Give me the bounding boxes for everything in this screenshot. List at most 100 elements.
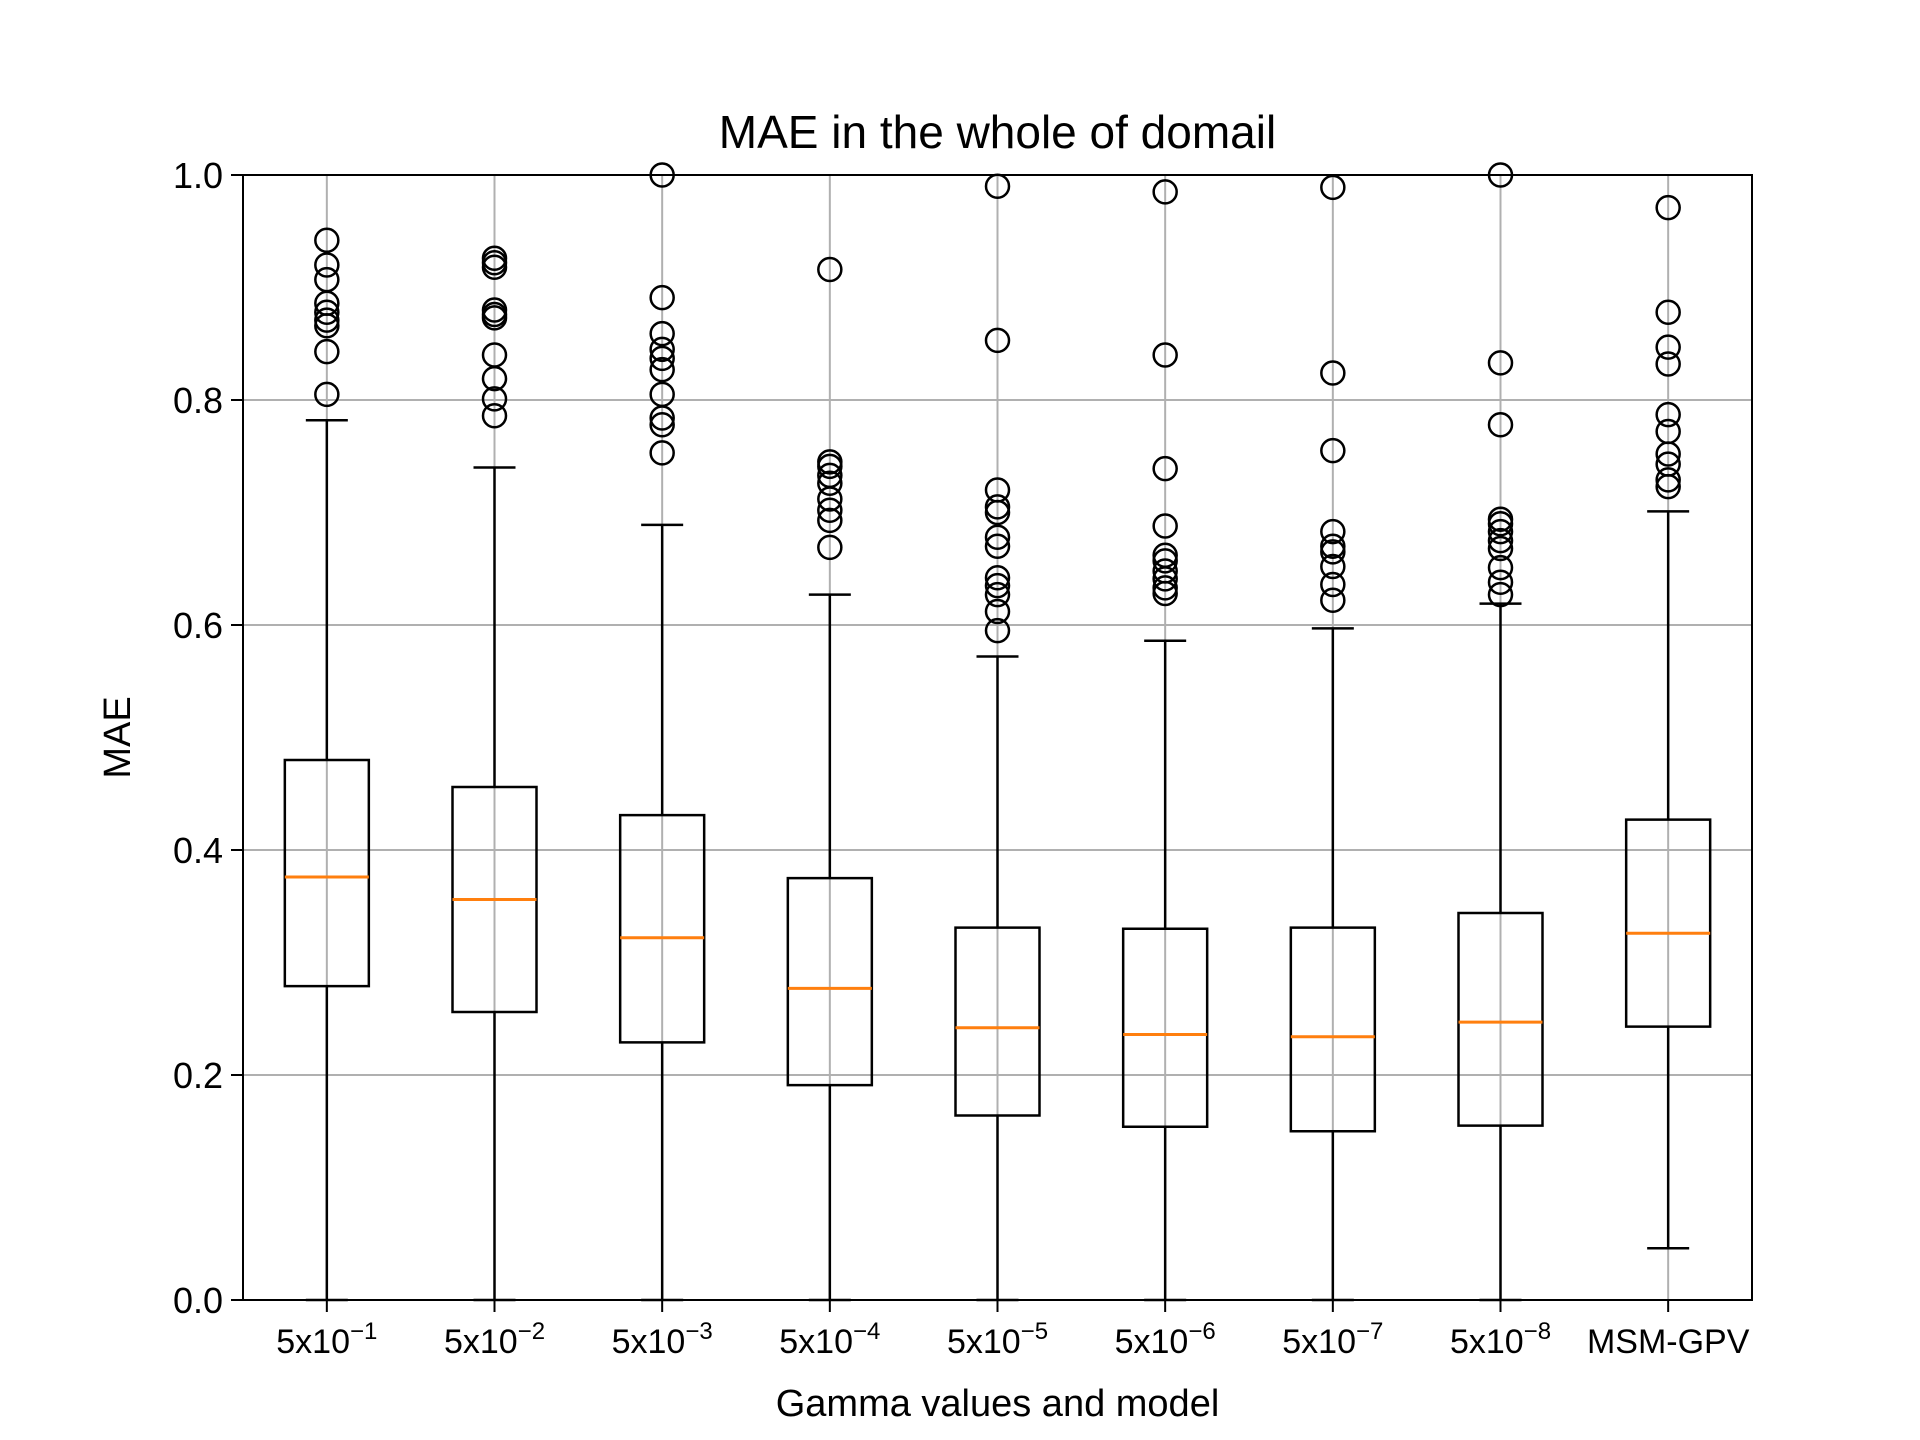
outlier-point [1320, 539, 1346, 565]
outlier-point [1655, 299, 1681, 325]
outlier-point [314, 227, 340, 253]
box-group [1289, 174, 1377, 1302]
outlier-point [1152, 455, 1178, 482]
outlier-point [1655, 351, 1681, 377]
outlier-point [1655, 418, 1681, 445]
x-axis-label: Gamma values and model [776, 1383, 1220, 1425]
outlier-point [817, 534, 843, 561]
outlier-point [1152, 179, 1178, 205]
outlier-point [1655, 194, 1681, 221]
outlier-point [314, 266, 340, 293]
iqr-box [1121, 927, 1209, 1128]
outlier-point [1487, 581, 1514, 608]
x-tick-label: 5x10−5 [947, 1318, 1048, 1361]
outlier-point [1152, 513, 1178, 539]
outlier-point [649, 284, 675, 311]
chart-title: MAE in the whole of domail [719, 106, 1276, 158]
outlier-point [481, 342, 508, 368]
outlier-point [1152, 542, 1178, 568]
outlier-point [649, 345, 675, 372]
box-group [1457, 162, 1544, 1302]
x-tick-label: 5x10−7 [1282, 1318, 1383, 1361]
iqr-box [786, 876, 874, 1087]
x-tick-label: 5x10−3 [612, 1318, 713, 1361]
y-tick-label: 1.0 [173, 155, 223, 196]
y-tick-label: 0.4 [173, 830, 223, 871]
box-layer [283, 162, 1712, 1302]
outlier-point [1655, 334, 1681, 360]
outlier-point [1487, 518, 1514, 545]
outlier-point [481, 297, 508, 323]
outlier-point [817, 470, 843, 496]
outlier-point [649, 381, 675, 408]
y-tick-label: 0.8 [173, 380, 223, 421]
outlier-point [1152, 575, 1178, 601]
outlier-point [1152, 342, 1178, 368]
outlier-point [1487, 506, 1514, 532]
outlier-point [1320, 518, 1346, 545]
box-group [786, 256, 874, 1302]
outlier-point [984, 494, 1011, 520]
outlier-point [1152, 548, 1178, 574]
iqr-box [1289, 926, 1377, 1133]
outlier-point [984, 581, 1011, 608]
outlier-point [1487, 569, 1514, 595]
outlier-point [649, 412, 675, 438]
outlier-point [817, 507, 843, 534]
y-tick-label: 0.2 [173, 1055, 223, 1096]
box-group [618, 162, 706, 1302]
outlier-point [1487, 554, 1514, 581]
outlier-point [649, 440, 675, 466]
outlier-point [1320, 437, 1346, 464]
iqr-box [283, 758, 371, 988]
outlier-point [649, 336, 675, 363]
outlier-point [1320, 533, 1346, 559]
iqr-box [1624, 818, 1712, 1028]
y-axis-label: MAE [97, 696, 139, 778]
outlier-point [1655, 467, 1681, 493]
outlier-point [984, 477, 1011, 503]
outlier-point [817, 256, 843, 283]
outlier-point [984, 327, 1011, 354]
x-tick-label: 5x10−4 [779, 1318, 880, 1361]
outlier-point [1487, 527, 1514, 554]
iqr-box [618, 813, 706, 1044]
outlier-point [1487, 350, 1514, 376]
outlier-point [314, 381, 340, 408]
iqr-box [954, 926, 1041, 1117]
outlier-point [1487, 412, 1514, 438]
box-group [283, 227, 371, 1302]
outlier-point [481, 386, 508, 412]
outlier-point [1320, 553, 1346, 580]
y-tick-label: 0.6 [173, 605, 223, 646]
outlier-point [817, 497, 843, 523]
x-tick-label: 5x10−6 [1115, 1318, 1216, 1361]
outlier-point [817, 462, 843, 489]
outlier-point [649, 356, 675, 383]
outlier-point [817, 449, 843, 475]
outlier-point [984, 617, 1011, 644]
box-group [451, 245, 538, 1302]
outlier-point [314, 307, 340, 333]
outlier-point [314, 299, 340, 325]
x-tick-label: 5x10−2 [444, 1318, 545, 1361]
x-tick-label: 5x10−1 [276, 1318, 377, 1361]
outlier-point [984, 598, 1011, 625]
outlier-point [1320, 360, 1346, 386]
outlier-point [314, 252, 340, 278]
outlier-point [984, 533, 1011, 559]
outlier-point [1320, 571, 1346, 598]
y-tick-label: 0.0 [173, 1280, 223, 1321]
x-tick-label: 5x10−8 [1450, 1318, 1551, 1361]
outlier-point [481, 245, 508, 271]
outlier-point [1655, 451, 1681, 477]
tick-layer: 0.0 0.2 0.4 0.6 0.8 1.0 5x10−1 5x10−2 5x10−3 5x10… [173, 155, 1750, 1361]
outlier-point [314, 338, 340, 365]
box-group [1624, 194, 1712, 1250]
outlier-point [984, 565, 1011, 591]
outlier-point [1487, 535, 1514, 562]
outlier-point [984, 572, 1011, 599]
outlier-point [481, 403, 508, 429]
outlier-point [1152, 558, 1178, 584]
